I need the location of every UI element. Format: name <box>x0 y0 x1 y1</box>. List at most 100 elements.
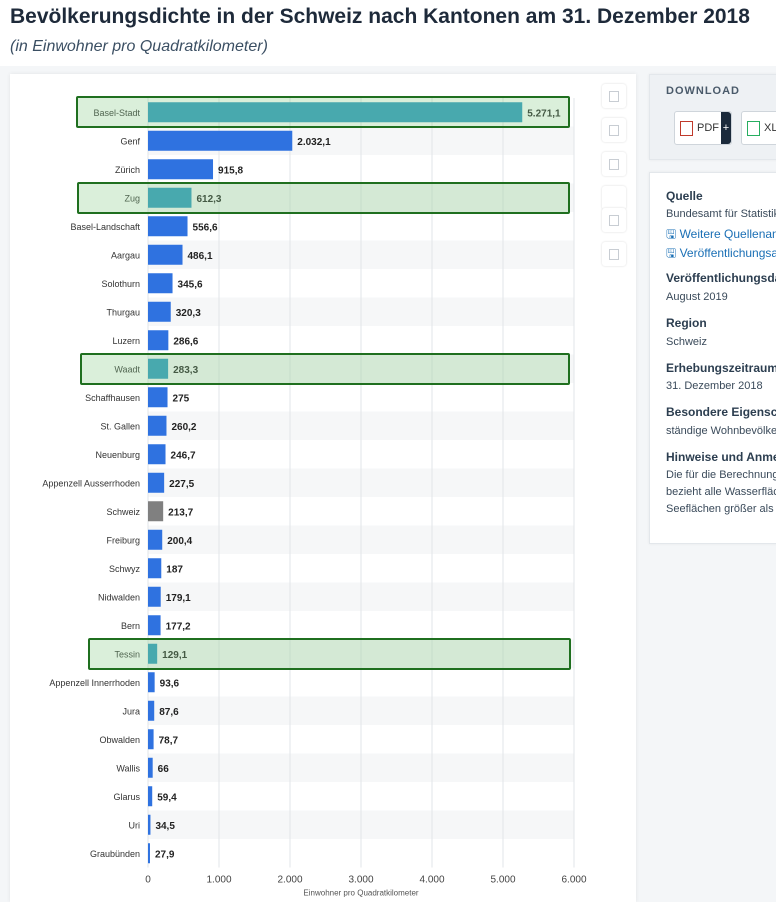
notes-text-1: Die für die Berechnung <box>666 469 776 481</box>
bar <box>148 358 169 379</box>
category-label: Basel-Stadt <box>93 108 140 118</box>
value-label: 275 <box>173 393 190 404</box>
value-label: 66 <box>158 764 170 775</box>
pdf-download-button[interactable]: PDF + <box>674 111 732 145</box>
bar <box>148 472 165 493</box>
more-sources-link[interactable]: 🖫 Weitere Quellenan <box>666 225 776 246</box>
category-label: Neuenburg <box>95 450 140 460</box>
category-label: Glarus <box>113 792 140 802</box>
publication-date-text: August 2019 <box>666 291 728 303</box>
bar <box>148 387 168 408</box>
category-label: Genf <box>120 136 140 146</box>
bar <box>148 786 153 807</box>
bar <box>148 187 192 208</box>
bar <box>148 159 214 180</box>
category-label: Freiburg <box>106 535 140 545</box>
notification-icon[interactable] <box>602 118 626 142</box>
category-label: Uri <box>129 820 141 830</box>
bar-chart: 0 1.000 2.000 3.000 4.000 5.000 6.000 Einwohner… <box>42 98 587 898</box>
category-label: Thurgau <box>106 307 140 317</box>
x-tick-label: 2.000 <box>277 875 302 886</box>
pdf-plus-icon[interactable]: + <box>721 112 731 144</box>
bar <box>148 244 183 265</box>
print-icon[interactable] <box>602 242 626 266</box>
bar <box>148 843 150 864</box>
share-icon[interactable] <box>602 186 626 210</box>
bar <box>148 330 169 351</box>
bar <box>148 615 161 636</box>
value-label: 556,6 <box>193 222 218 233</box>
bar <box>148 672 155 693</box>
settings-icon[interactable] <box>602 152 626 176</box>
quote-icon[interactable] <box>602 208 626 232</box>
value-label: 260,2 <box>171 422 196 433</box>
favorite-icon[interactable] <box>602 84 626 108</box>
highlight-box <box>88 637 571 670</box>
bar <box>148 444 166 465</box>
bar <box>148 757 153 778</box>
value-label: 187 <box>166 564 183 575</box>
x-axis-label: Einwohner pro Quadratkilometer <box>303 889 419 898</box>
value-label: 179,1 <box>166 593 191 604</box>
region-text: Schweiz <box>666 336 707 348</box>
category-label: Schweiz <box>106 507 140 517</box>
category-label: Zug <box>124 193 140 203</box>
xls-file-icon <box>747 120 760 136</box>
value-label: 78,7 <box>159 735 179 746</box>
x-tick-label: 0 <box>145 875 151 886</box>
value-label: 5.271,1 <box>527 108 561 119</box>
bar <box>148 814 151 835</box>
category-label: Wallis <box>116 763 140 773</box>
value-label: 177,2 <box>166 621 191 632</box>
special-features-text: ständige Wohnbevölker <box>666 425 776 437</box>
value-label: 87,6 <box>159 707 179 718</box>
category-label: Basel-Landschaft <box>70 222 140 232</box>
category-label: Jura <box>122 706 140 716</box>
category-label: Tessin <box>114 649 140 659</box>
value-label: 320,3 <box>176 308 201 319</box>
highlight-box <box>77 181 570 214</box>
value-label: 59,4 <box>157 792 177 803</box>
value-label: 200,4 <box>167 536 192 547</box>
bar <box>148 586 161 607</box>
category-label: Waadt <box>114 364 140 374</box>
category-label: Solothurn <box>101 279 140 289</box>
value-label: 213,7 <box>168 507 193 518</box>
category-label: Appenzell Ausserrhoden <box>42 478 140 488</box>
category-label: Appenzell Innerrhoden <box>49 678 140 688</box>
xls-label: XL <box>764 122 776 134</box>
special-features-heading: Besondere Eigensc <box>666 405 776 419</box>
x-tick-label: 1.000 <box>206 875 231 886</box>
value-label: 612,3 <box>196 194 221 205</box>
more-sources-label: Weitere Quellenan <box>679 227 776 241</box>
bar <box>148 216 188 237</box>
value-label: 345,6 <box>178 279 203 290</box>
survey-period-text: 31. Dezember 2018 <box>666 380 763 392</box>
publication-date-heading: Veröffentlichungsda <box>666 271 776 285</box>
category-label: Bern <box>121 621 140 631</box>
notes-text-2: bezieht alle Wasserfläc <box>666 486 776 498</box>
category-label: Schwyz <box>109 564 141 574</box>
info-panel: Quelle Bundesamt für Statistik 🖫 Weitere… <box>649 172 776 544</box>
bar <box>148 130 293 151</box>
bar <box>148 501 164 522</box>
publication-label: Veröffentlichungsa <box>679 246 776 260</box>
bar <box>148 729 154 750</box>
bar <box>148 301 171 322</box>
value-label: 286,6 <box>173 336 198 347</box>
category-label: Graubünden <box>90 849 140 859</box>
page-subtitle: (in Einwohner pro Quadratkilometer) <box>10 38 268 55</box>
x-tick-label: 6.000 <box>561 875 586 886</box>
publication-link[interactable]: 🖫 Veröffentlichungsa <box>666 244 776 265</box>
value-label: 915,8 <box>218 165 243 176</box>
xls-download-button[interactable]: XL <box>741 111 776 145</box>
bar <box>148 529 163 550</box>
pdf-label: PDF <box>697 122 719 134</box>
download-title: DOWNLOAD <box>666 85 740 97</box>
bar <box>148 102 523 123</box>
bar <box>148 558 162 579</box>
bar <box>148 415 167 436</box>
category-label: Schaffhausen <box>85 393 140 403</box>
category-label: Zürich <box>115 165 140 175</box>
value-label: 486,1 <box>188 251 213 262</box>
